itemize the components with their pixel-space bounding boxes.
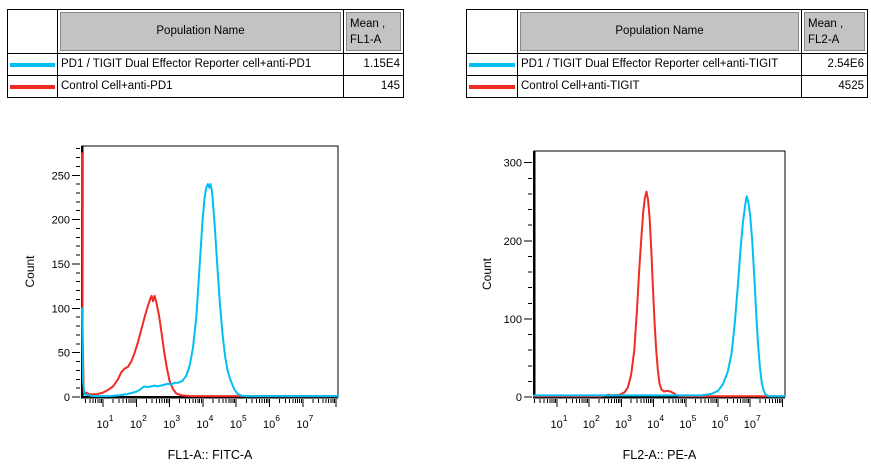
- swatch-cell: [467, 76, 518, 97]
- mean-value: 2.54E6: [802, 54, 867, 76]
- population-name: Control Cell+anti-TIGIT: [518, 76, 802, 97]
- svg-text:FL1-A:: FITC-A: FL1-A:: FITC-A: [168, 448, 253, 462]
- control-series-swatch: [469, 84, 515, 89]
- table-corner-cell: [467, 10, 518, 54]
- mean-value: 145: [344, 76, 403, 97]
- mean-header-line1: Mean ,: [808, 18, 844, 30]
- reporter-series-swatch: [469, 62, 515, 67]
- table-corner-cell: [8, 10, 58, 54]
- population-name: PD1 / TIGIT Dual Effector Reporter cell+…: [518, 54, 802, 76]
- fl1-fitc-histogram-chart: 0 50 100 150 200 250 101 102 103 104 105 106 107 FL1-…: [23, 145, 339, 462]
- population-stats-table-fl2: Population Name Mean , FL2-A PD1 / TIGIT…: [466, 9, 868, 98]
- svg-text:50: 50: [58, 348, 70, 360]
- reporter-series-swatch: [10, 62, 55, 67]
- population-name-header-cell: Population Name: [58, 10, 344, 54]
- svg-text:106: 106: [263, 413, 280, 431]
- swatch-cell: [8, 54, 58, 76]
- svg-text:106: 106: [712, 413, 729, 431]
- svg-text:0: 0: [64, 392, 70, 404]
- mean-header-cell: Mean , FL1-A: [344, 10, 403, 54]
- svg-text:250: 250: [52, 170, 70, 182]
- svg-text:103: 103: [163, 413, 180, 431]
- svg-text:0: 0: [516, 392, 522, 404]
- svg-text:200: 200: [52, 215, 70, 227]
- mean-header: Mean , FL1-A: [346, 12, 401, 51]
- svg-text:103: 103: [615, 413, 632, 431]
- swatch-cell: [8, 76, 58, 97]
- svg-text:105: 105: [230, 413, 247, 431]
- mean-value: 4525: [802, 76, 867, 97]
- svg-text:102: 102: [130, 413, 147, 431]
- swatch-cell: [467, 54, 518, 76]
- svg-text:200: 200: [504, 236, 522, 248]
- mean-header-cell: Mean , FL2-A: [802, 10, 867, 54]
- svg-text:102: 102: [583, 413, 600, 431]
- mean-header-line1: Mean ,: [350, 18, 386, 30]
- mean-value: 1.15E4: [344, 54, 403, 76]
- population-name: PD1 / TIGIT Dual Effector Reporter cell+…: [58, 54, 344, 76]
- svg-text:101: 101: [97, 413, 114, 431]
- svg-text:Count: Count: [23, 255, 37, 288]
- svg-text:107: 107: [296, 413, 313, 431]
- population-name-header: Population Name: [520, 12, 799, 51]
- svg-text:104: 104: [647, 413, 664, 431]
- svg-text:300: 300: [504, 158, 522, 170]
- population-name-header-cell: Population Name: [518, 10, 802, 54]
- mean-header: Mean , FL2-A: [804, 12, 865, 51]
- svg-text:104: 104: [196, 413, 213, 431]
- control-series-swatch: [10, 84, 55, 89]
- svg-text:100: 100: [504, 314, 522, 326]
- population-name-header: Population Name: [60, 12, 341, 51]
- mean-header-line2: FL1-A: [350, 34, 382, 46]
- svg-text:Count: Count: [480, 257, 494, 290]
- svg-text:100: 100: [52, 303, 70, 315]
- svg-text:150: 150: [52, 259, 70, 271]
- svg-text:105: 105: [679, 413, 696, 431]
- svg-text:101: 101: [551, 413, 568, 431]
- population-stats-table-fl1: Population Name Mean , FL1-A PD1 / TIGIT…: [7, 9, 404, 98]
- svg-text:107: 107: [744, 413, 761, 431]
- population-name: Control Cell+anti-PD1: [58, 76, 344, 97]
- mean-header-line2: FL2-A: [808, 34, 840, 46]
- svg-text:FL2-A:: PE-A: FL2-A:: PE-A: [623, 448, 697, 462]
